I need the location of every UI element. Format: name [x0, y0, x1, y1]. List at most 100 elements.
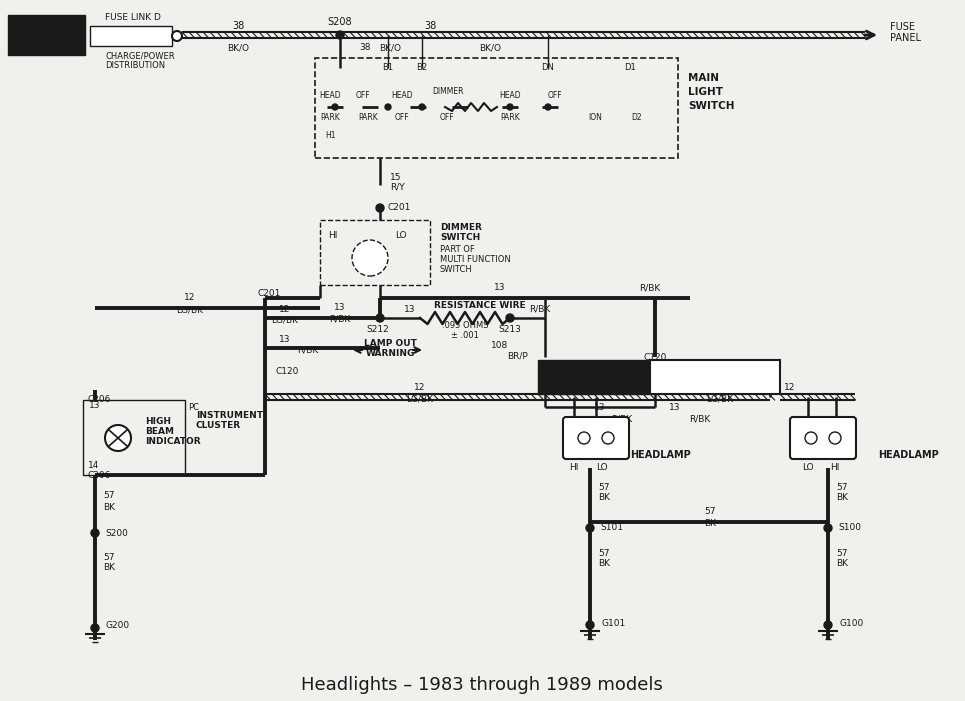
Bar — [83, 400, 185, 475]
Text: 12: 12 — [785, 383, 796, 393]
Text: R/BK: R/BK — [689, 414, 710, 423]
Bar — [320, 220, 430, 285]
Text: .095 OHMS: .095 OHMS — [442, 322, 488, 330]
Text: Headlights – 1983 through 1989 models: Headlights – 1983 through 1989 models — [301, 676, 663, 694]
Text: PC: PC — [188, 404, 199, 412]
Text: DIMMER: DIMMER — [432, 86, 464, 95]
Text: S101: S101 — [600, 524, 623, 533]
Text: 38: 38 — [359, 43, 371, 53]
Text: 57: 57 — [103, 491, 115, 500]
Text: PANEL: PANEL — [890, 33, 921, 43]
Text: WARNING: WARNING — [366, 350, 415, 358]
Text: C206: C206 — [88, 470, 111, 479]
Text: LG/BK: LG/BK — [706, 395, 733, 404]
FancyBboxPatch shape — [538, 360, 648, 394]
Text: 13: 13 — [404, 304, 416, 313]
Text: BEAM: BEAM — [145, 428, 174, 437]
Text: HI: HI — [830, 463, 840, 472]
Text: WITHOUT LAMP OUT: WITHOUT LAMP OUT — [667, 369, 763, 378]
Text: BK/O: BK/O — [379, 43, 401, 53]
Circle shape — [336, 31, 344, 39]
Text: 13: 13 — [684, 383, 696, 393]
Text: 12: 12 — [184, 294, 196, 303]
Text: PARK: PARK — [358, 114, 378, 123]
Text: BK/O: BK/O — [227, 43, 249, 53]
Text: R/BK: R/BK — [612, 414, 633, 423]
Text: SWITCH: SWITCH — [688, 101, 734, 111]
Text: R/Y: R/Y — [390, 182, 404, 191]
Circle shape — [352, 240, 388, 276]
Circle shape — [419, 104, 425, 110]
Text: ALL TIMES: ALL TIMES — [15, 41, 76, 51]
Text: PARK: PARK — [500, 114, 520, 123]
Text: WARNING: WARNING — [570, 381, 616, 390]
Text: 57: 57 — [103, 554, 115, 562]
Text: BK: BK — [103, 564, 115, 573]
Text: 57: 57 — [704, 508, 716, 517]
Circle shape — [829, 432, 841, 444]
FancyBboxPatch shape — [90, 26, 172, 46]
Circle shape — [586, 621, 594, 629]
Text: BK: BK — [598, 559, 610, 568]
Text: SWITCH: SWITCH — [440, 264, 473, 273]
Text: B1: B1 — [382, 64, 394, 72]
Text: C120: C120 — [275, 367, 299, 376]
Text: 15: 15 — [390, 172, 401, 182]
Text: LIGHT: LIGHT — [688, 87, 723, 97]
Circle shape — [376, 314, 384, 322]
Text: G200: G200 — [105, 620, 129, 629]
Text: LO: LO — [395, 231, 406, 240]
Text: HI: HI — [328, 231, 338, 240]
Circle shape — [376, 204, 384, 212]
Text: ION: ION — [588, 114, 602, 123]
Text: BK: BK — [704, 519, 716, 527]
Text: 13: 13 — [594, 404, 606, 412]
Text: 13: 13 — [279, 334, 290, 343]
Circle shape — [824, 524, 832, 532]
Text: 57: 57 — [598, 482, 610, 491]
Text: FUSE: FUSE — [890, 22, 915, 32]
Text: LH: LH — [590, 450, 604, 460]
Text: 13: 13 — [89, 402, 100, 411]
Circle shape — [385, 104, 391, 110]
Text: R/BK: R/BK — [329, 315, 350, 323]
Text: C201: C201 — [258, 289, 282, 297]
Text: R/BK: R/BK — [640, 283, 661, 292]
Text: 12: 12 — [279, 304, 290, 313]
Text: HEAD: HEAD — [391, 92, 413, 100]
Text: 13: 13 — [494, 283, 506, 292]
Text: BK: BK — [836, 559, 848, 568]
Text: C206: C206 — [88, 395, 111, 404]
Circle shape — [578, 432, 590, 444]
Text: 57: 57 — [598, 548, 610, 557]
Text: OFF: OFF — [395, 114, 409, 123]
Text: S200: S200 — [105, 529, 128, 538]
Text: LG/BK: LG/BK — [271, 315, 298, 325]
Text: 12: 12 — [414, 383, 426, 393]
Text: 16 GA. BLACK: 16 GA. BLACK — [96, 32, 166, 41]
Text: 13: 13 — [670, 404, 680, 412]
Text: INDICATOR: INDICATOR — [145, 437, 201, 447]
Text: MULTI FUNCTION: MULTI FUNCTION — [440, 254, 510, 264]
Text: BK: BK — [836, 494, 848, 503]
Text: 14: 14 — [88, 461, 99, 470]
Text: BK/O: BK/O — [479, 43, 501, 53]
Text: 57: 57 — [836, 482, 847, 491]
Text: CHARGE/POWER: CHARGE/POWER — [105, 51, 175, 60]
Text: HEADLAMP: HEADLAMP — [630, 450, 691, 460]
Circle shape — [506, 314, 514, 322]
Text: PART OF: PART OF — [440, 245, 475, 254]
FancyBboxPatch shape — [650, 360, 780, 394]
Text: 38: 38 — [424, 21, 436, 31]
Text: 13: 13 — [334, 304, 345, 313]
Text: D2: D2 — [632, 114, 643, 123]
Text: S213: S213 — [499, 325, 521, 334]
Text: DN: DN — [541, 64, 555, 72]
Text: C120: C120 — [644, 353, 667, 362]
Text: BK: BK — [103, 503, 115, 512]
Text: DISTRIBUTION: DISTRIBUTION — [105, 60, 165, 69]
Text: HIGH: HIGH — [145, 418, 171, 426]
Text: MAIN: MAIN — [688, 73, 719, 83]
Text: WARNING: WARNING — [692, 381, 738, 390]
Circle shape — [545, 104, 551, 110]
